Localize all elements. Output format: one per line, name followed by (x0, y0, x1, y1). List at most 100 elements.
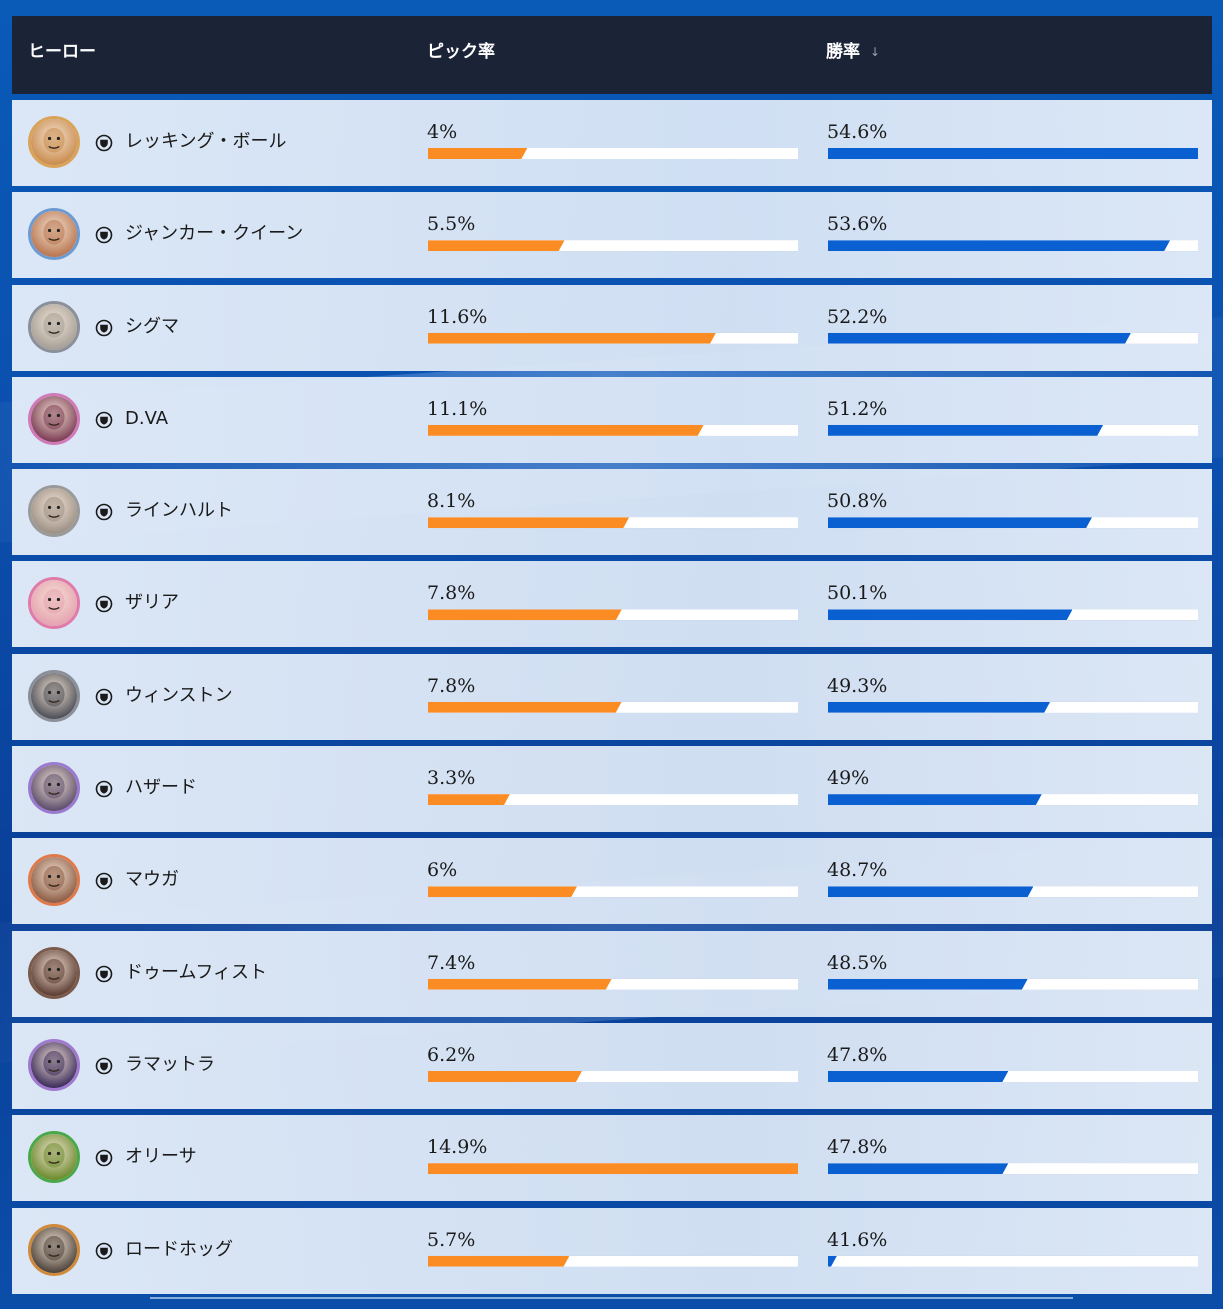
win-rate-bar-fill (828, 425, 1103, 436)
hero-portrait (28, 854, 80, 907)
win-rate-bar-fill (828, 609, 1072, 620)
table-row[interactable]: ドゥームフィスト 7.4% 48.5% (12, 930, 1212, 1017)
hero-portrait (28, 577, 80, 630)
column-header-hero[interactable]: ヒーロー (28, 42, 96, 62)
pick-rate-bar-fill (428, 425, 704, 436)
sort-arrow-down-icon[interactable]: ↓ (870, 45, 881, 59)
hero-name[interactable]: ハザード (125, 777, 197, 799)
win-rate-bar-track (828, 1070, 1198, 1082)
pick-rate-bar-fill (428, 702, 622, 713)
table-row[interactable]: ラインハルト 8.1% 50.8% (12, 469, 1212, 556)
win-rate-bar-track (828, 701, 1198, 713)
pick-rate-bar-track (428, 332, 798, 344)
win-rate-bar-track (828, 794, 1198, 806)
win-rate-bar-track (828, 609, 1198, 621)
table-row[interactable]: ロードホッグ 5.7% 41.6% (12, 1207, 1212, 1294)
tank-role-icon (95, 688, 113, 706)
pick-rate-bar-track (428, 609, 798, 621)
win-rate-value: 48.5% (827, 951, 888, 974)
pick-rate-bar-fill (428, 517, 629, 528)
hero-name[interactable]: ロードホッグ (125, 1238, 233, 1260)
win-rate-bar-fill (828, 1256, 837, 1267)
table-row[interactable]: ウィンストン 7.8% 49.3% (12, 653, 1212, 740)
table-row[interactable]: D.VA 11.1% 51.2% (12, 376, 1212, 463)
hero-name[interactable]: マウガ (125, 869, 179, 891)
pick-rate-bar-fill (428, 886, 577, 897)
table-row[interactable]: ラマットラ 6.2% 47.8% (12, 1022, 1212, 1109)
pick-rate-value: 5.5% (427, 213, 476, 236)
hero-name[interactable]: D.VA (125, 407, 169, 429)
win-rate-bar-fill (828, 794, 1042, 805)
win-rate-bar-track (828, 424, 1198, 436)
pick-rate-bar-track (428, 240, 798, 252)
table-row[interactable]: オリーサ 14.9% 47.8% (12, 1115, 1212, 1202)
pick-rate-bar-fill (428, 333, 716, 344)
pick-rate-value: 6% (427, 859, 458, 882)
hero-name[interactable]: ザリア (125, 592, 179, 614)
win-rate-bar-track (828, 148, 1198, 159)
win-rate-value: 54.6% (827, 121, 888, 143)
pick-rate-bar-track (428, 794, 798, 806)
win-rate-bar-track (828, 332, 1198, 344)
tank-role-icon (95, 134, 113, 152)
table-row[interactable]: ハザード 3.3% 49% (12, 746, 1212, 833)
win-rate-value: 47.8% (827, 1043, 888, 1066)
win-rate-bar-track (828, 517, 1198, 529)
table-row[interactable]: シグマ 11.6% 52.2% (12, 284, 1212, 371)
table-row[interactable]: レッキング・ボール 4% 54.6% (12, 100, 1212, 186)
pick-rate-value: 4% (427, 121, 458, 143)
win-rate-bar-fill (828, 333, 1131, 344)
tank-role-icon (95, 1242, 113, 1260)
hero-portrait (28, 762, 80, 815)
table-row[interactable]: マウガ 6% 48.7% (12, 838, 1212, 925)
win-rate-bar-fill (828, 886, 1033, 897)
hero-name[interactable]: レッキング・ボール (125, 131, 287, 152)
win-rate-bar-fill (828, 979, 1028, 990)
win-rate-bar-fill (828, 517, 1092, 528)
hero-portrait (28, 208, 80, 261)
pick-rate-value: 7.8% (427, 582, 476, 605)
table-row[interactable]: ザリア 7.8% 50.1% (12, 561, 1212, 648)
win-rate-bar-fill (828, 148, 1198, 159)
win-rate-value: 51.2% (827, 397, 888, 420)
tank-role-icon (95, 1149, 113, 1167)
hero-name[interactable]: シグマ (125, 315, 179, 337)
win-rate-value: 52.2% (827, 305, 888, 328)
hero-name[interactable]: オリーサ (125, 1146, 197, 1168)
win-rate-value: 49.3% (827, 674, 888, 697)
tank-role-icon (95, 780, 113, 798)
hero-name[interactable]: ドゥームフィスト (125, 961, 268, 983)
pick-rate-bar-fill (428, 1256, 570, 1267)
pick-rate-value: 8.1% (427, 490, 476, 513)
win-rate-bar-fill (828, 702, 1050, 713)
pick-rate-value: 14.9% (427, 1136, 488, 1159)
pick-rate-bar-fill (428, 979, 612, 990)
hero-name[interactable]: ラインハルト (125, 500, 233, 522)
tank-role-icon (95, 595, 113, 613)
pick-rate-value: 7.4% (427, 951, 476, 974)
column-header-pick-rate[interactable]: ピック率 (427, 42, 495, 62)
win-rate-value: 48.7% (827, 859, 888, 882)
win-rate-bar-fill (828, 1071, 1008, 1082)
column-header-win-rate[interactable]: 勝率 ↓ (826, 42, 880, 62)
hero-name[interactable]: ウィンストン (125, 684, 233, 706)
win-rate-value: 50.8% (827, 490, 888, 513)
win-rate-bar-track (828, 240, 1198, 252)
column-header-win-rate-label: 勝率 (826, 42, 860, 62)
pick-rate-bar-fill (428, 1163, 798, 1175)
pick-rate-bar-fill (428, 1071, 582, 1082)
win-rate-bar-track (828, 978, 1198, 990)
win-rate-bar-fill (828, 1163, 1008, 1174)
pick-rate-bar-track (428, 1163, 798, 1175)
hero-name[interactable]: ラマットラ (125, 1053, 215, 1075)
table-row[interactable]: ジャンカー・クイーン 5.5% 53.6% (12, 192, 1212, 279)
pick-rate-bar-track (428, 978, 798, 990)
hero-portrait (28, 1131, 80, 1184)
footer-frame-decoration (150, 1297, 1073, 1309)
win-rate-value: 49% (827, 767, 870, 790)
pick-rate-bar-track (428, 1255, 798, 1267)
win-rate-bar-track (828, 1163, 1198, 1175)
tank-role-icon (95, 411, 113, 429)
hero-portrait (28, 485, 80, 538)
hero-name[interactable]: ジャンカー・クイーン (125, 223, 304, 245)
